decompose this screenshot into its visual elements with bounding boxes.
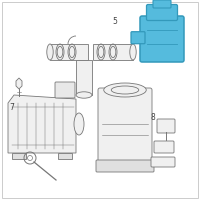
FancyBboxPatch shape — [93, 44, 133, 60]
Text: 5: 5 — [113, 18, 117, 26]
FancyBboxPatch shape — [146, 4, 178, 21]
FancyBboxPatch shape — [58, 153, 72, 159]
FancyBboxPatch shape — [154, 141, 174, 153]
FancyBboxPatch shape — [153, 0, 171, 8]
Polygon shape — [8, 95, 76, 153]
FancyBboxPatch shape — [131, 32, 145, 44]
FancyBboxPatch shape — [157, 119, 175, 133]
FancyBboxPatch shape — [76, 60, 92, 95]
Ellipse shape — [76, 92, 92, 98]
Polygon shape — [16, 78, 22, 89]
Text: 7: 7 — [10, 102, 14, 112]
Ellipse shape — [104, 83, 146, 97]
Ellipse shape — [74, 113, 84, 135]
FancyBboxPatch shape — [50, 44, 88, 60]
FancyBboxPatch shape — [140, 16, 184, 62]
FancyBboxPatch shape — [96, 160, 154, 172]
FancyBboxPatch shape — [55, 82, 75, 98]
Ellipse shape — [130, 44, 136, 60]
Text: 8: 8 — [151, 114, 155, 122]
FancyBboxPatch shape — [12, 153, 26, 159]
Ellipse shape — [111, 86, 139, 94]
FancyBboxPatch shape — [98, 88, 152, 167]
FancyBboxPatch shape — [151, 157, 175, 167]
Ellipse shape — [47, 44, 53, 60]
